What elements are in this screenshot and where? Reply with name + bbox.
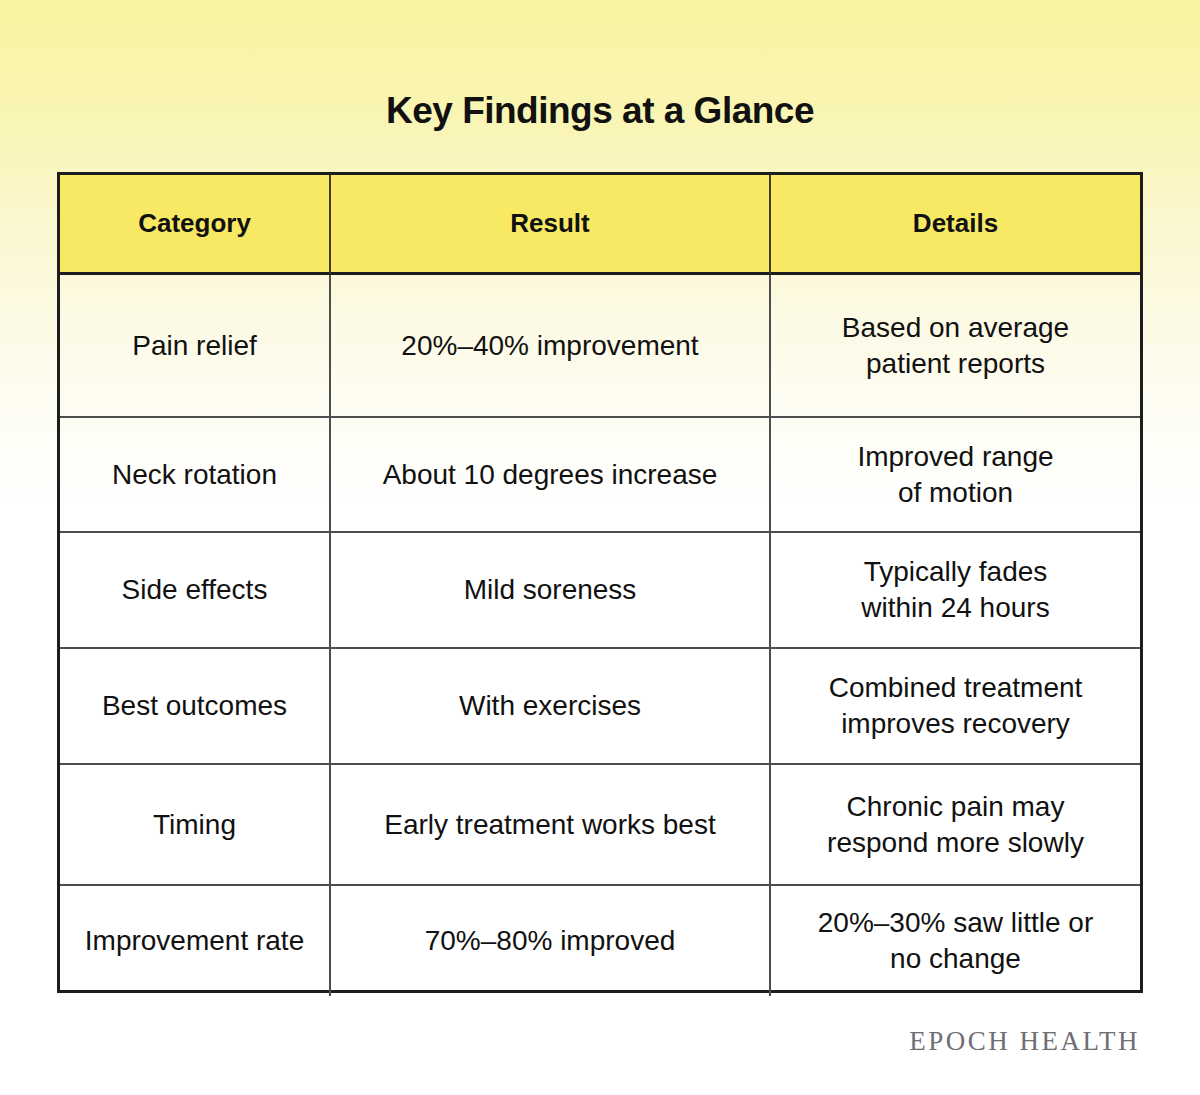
cell-result: About 10 degrees increase bbox=[331, 418, 771, 533]
column-header-category: Category bbox=[60, 175, 331, 275]
cell-details: Combined treatment improves recovery bbox=[771, 649, 1140, 765]
cell-category: Timing bbox=[60, 765, 331, 886]
cell-details: Chronic pain may respond more slowly bbox=[771, 765, 1140, 886]
cell-category: Best outcomes bbox=[60, 649, 331, 765]
cell-details: Based on average patient reports bbox=[771, 275, 1140, 418]
cell-details: Improved range of motion bbox=[771, 418, 1140, 533]
cell-category: Side effects bbox=[60, 533, 331, 649]
cell-result: Mild soreness bbox=[331, 533, 771, 649]
column-header-details: Details bbox=[771, 175, 1140, 275]
key-findings-table: Category Result Details Pain relief 20%–… bbox=[57, 172, 1143, 993]
cell-result: 20%–40% improvement bbox=[331, 275, 771, 418]
cell-result: With exercises bbox=[331, 649, 771, 765]
cell-category: Neck rotation bbox=[60, 418, 331, 533]
cell-category: Improvement rate bbox=[60, 886, 331, 996]
cell-result: 70%–80% improved bbox=[331, 886, 771, 996]
cell-details: Typically fades within 24 hours bbox=[771, 533, 1140, 649]
cell-category: Pain relief bbox=[60, 275, 331, 418]
cell-details: 20%–30% saw little or no change bbox=[771, 886, 1140, 996]
cell-result: Early treatment works best bbox=[331, 765, 771, 886]
page-title: Key Findings at a Glance bbox=[0, 90, 1200, 132]
column-header-result: Result bbox=[331, 175, 771, 275]
epoch-health-watermark: EPOCH HEALTH bbox=[909, 1026, 1140, 1057]
